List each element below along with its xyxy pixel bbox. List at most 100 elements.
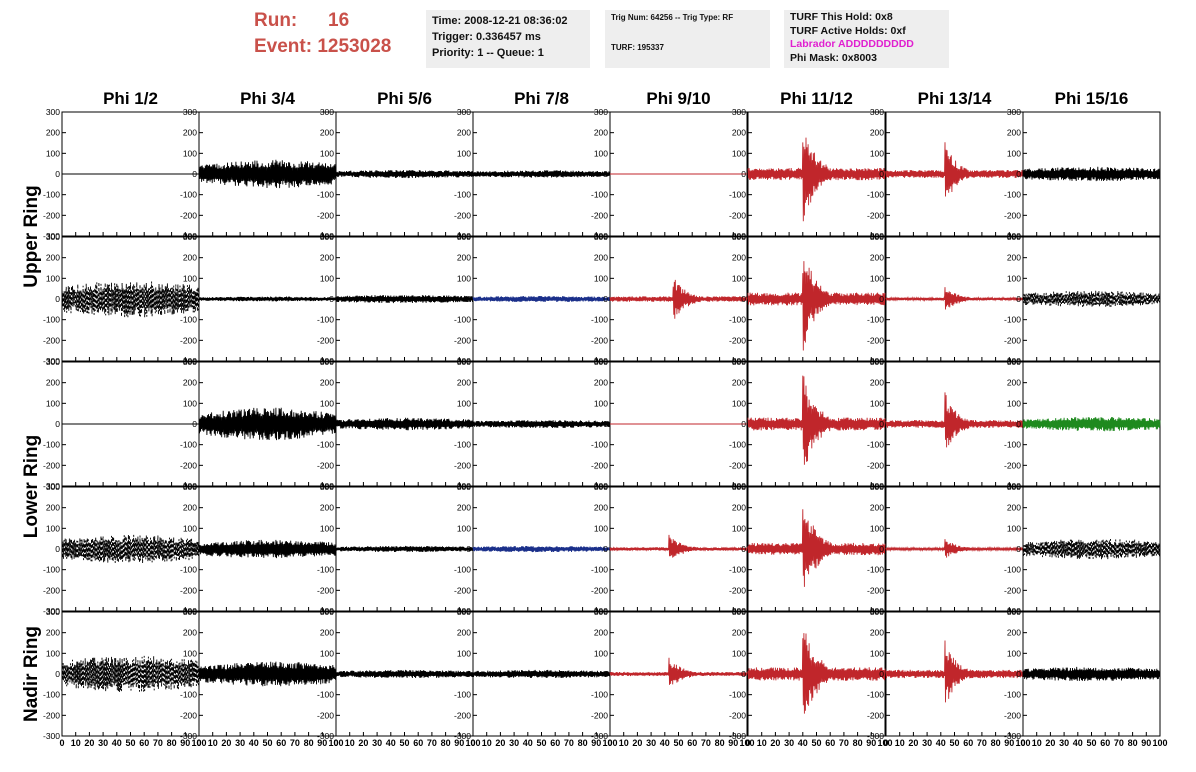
xtick-label-7-5: 50 <box>1086 738 1096 748</box>
ytick-label-3-1-3: 0 <box>192 544 197 554</box>
ytick-label-0-1-3: 0 <box>192 169 197 179</box>
waveform-0-6 <box>885 142 1024 197</box>
ytick-label-2-6-2: 100 <box>870 398 884 408</box>
ytick-label-3-1-0: 300 <box>183 482 197 492</box>
ytick-label-3-0-4: -100 <box>43 565 60 575</box>
ytick-label-0-5-1: 200 <box>732 128 746 138</box>
ytick-label-4-1-1: 200 <box>183 628 197 638</box>
ytick-label-4-1-3: 0 <box>192 669 197 679</box>
ytick-label-1-1-4: -100 <box>180 315 197 325</box>
ytick-label-3-2-5: -200 <box>317 585 334 595</box>
waveform-1-3 <box>472 295 611 302</box>
xtick-label-5-6: 60 <box>825 738 835 748</box>
ytick-label-3-2-3: 0 <box>329 544 334 554</box>
ytick-label-2-2-1: 200 <box>320 378 334 388</box>
waveform-0-5 <box>747 137 886 222</box>
ytick-label-2-2-5: -200 <box>317 460 334 470</box>
ytick-label-1-7-4: -100 <box>1004 315 1021 325</box>
xtick-label-2-4: 40 <box>386 738 396 748</box>
ytick-label-2-7-4: -100 <box>1004 440 1021 450</box>
xtick-label-3-6: 60 <box>550 738 560 748</box>
xtick-label-4-9: 90 <box>728 738 738 748</box>
column-header-4: Phi 9/10 <box>646 89 710 108</box>
column-header-6: Phi 13/14 <box>918 89 992 108</box>
ytick-label-4-3-1: 200 <box>457 628 471 638</box>
ytick-label-3-0-3: 0 <box>55 544 60 554</box>
ytick-label-0-3-2: 100 <box>457 148 471 158</box>
run-line: Run: 16 <box>254 8 414 34</box>
xtick-label-7-0: 0 <box>1020 738 1025 748</box>
ytick-label-2-1-1: 200 <box>183 378 197 388</box>
run-value: 16 <box>328 10 350 31</box>
ytick-label-2-7-2: 100 <box>1007 398 1021 408</box>
xtick-label-3-7: 70 <box>564 738 574 748</box>
ytick-label-0-5-6: -300 <box>729 231 746 241</box>
ytick-label-4-2-4: -100 <box>317 690 334 700</box>
ytick-label-1-6-5: -200 <box>867 335 884 345</box>
xtick-label-2-3: 30 <box>372 738 382 748</box>
xtick-label-6-1: 10 <box>895 738 905 748</box>
ytick-label-3-7-0: 300 <box>1007 482 1021 492</box>
ytick-label-3-7-5: -200 <box>1004 585 1021 595</box>
ytick-label-1-3-0: 300 <box>457 232 471 242</box>
ytick-label-1-2-0: 300 <box>320 232 334 242</box>
ytick-label-4-2-3: 0 <box>329 669 334 679</box>
ytick-label-3-7-1: 200 <box>1007 503 1021 513</box>
ytick-label-2-4-3: 0 <box>603 419 608 429</box>
xtick-label-1-4: 40 <box>249 738 259 748</box>
ytick-label-3-7-2: 100 <box>1007 523 1021 533</box>
xtick-label-4-2: 20 <box>632 738 642 748</box>
ytick-label-1-0-5: -200 <box>43 335 60 345</box>
ytick-label-2-4-6: -300 <box>591 481 608 491</box>
ytick-label-4-4-2: 100 <box>594 648 608 658</box>
ytick-label-4-0-5: -200 <box>43 710 60 720</box>
ytick-label-0-0-4: -100 <box>43 190 60 200</box>
xtick-label-4-7: 70 <box>701 738 711 748</box>
ytick-label-4-6-0: 300 <box>870 607 884 617</box>
event-label: Event: <box>254 36 313 57</box>
ytick-label-2-7-5: -200 <box>1004 460 1021 470</box>
xtick-label-3-3: 30 <box>509 738 519 748</box>
xtick-label-5-7: 70 <box>839 738 849 748</box>
xtick-label-4-10: 100 <box>739 738 754 748</box>
ytick-label-3-1-5: -200 <box>180 585 197 595</box>
xtick-label-0-2: 20 <box>84 738 94 748</box>
ytick-label-0-7-6: -300 <box>1004 231 1021 241</box>
ytick-label-4-3-3: 0 <box>466 669 471 679</box>
ytick-label-3-5-4: -100 <box>729 565 746 575</box>
ytick-label-1-5-0: 300 <box>732 232 746 242</box>
ytick-label-2-0-0: 300 <box>46 357 60 367</box>
ytick-label-1-0-3: 0 <box>55 294 60 304</box>
ytick-label-1-6-1: 200 <box>870 253 884 263</box>
xtick-label-7-2: 20 <box>1045 738 1055 748</box>
ytick-label-0-0-3: 0 <box>55 169 60 179</box>
waveform-0-2 <box>335 169 474 179</box>
ytick-label-1-1-6: -300 <box>180 356 197 366</box>
ytick-label-2-3-3: 0 <box>466 419 471 429</box>
ytick-label-3-0-6: -300 <box>43 606 60 616</box>
waveform-3-3 <box>472 545 611 553</box>
waveform-4-6 <box>885 640 1024 703</box>
ytick-label-0-0-0: 300 <box>46 107 60 117</box>
ytick-label-4-7-6: -300 <box>1004 731 1021 741</box>
ytick-label-3-7-3: 0 <box>1016 544 1021 554</box>
ytick-label-4-6-2: 100 <box>870 648 884 658</box>
ytick-label-1-2-1: 200 <box>320 253 334 263</box>
ytick-label-2-4-5: -200 <box>591 460 608 470</box>
xtick-label-0-0: 0 <box>59 738 64 748</box>
ytick-label-3-3-5: -200 <box>454 585 471 595</box>
ytick-label-1-5-4: -100 <box>729 315 746 325</box>
ytick-label-2-3-6: -300 <box>454 481 471 491</box>
column-header-7: Phi 15/16 <box>1055 89 1129 108</box>
ytick-label-0-7-1: 200 <box>1007 128 1021 138</box>
ytick-label-1-7-3: 0 <box>1016 294 1021 304</box>
ytick-label-2-1-6: -300 <box>180 481 197 491</box>
xtick-label-0-6: 60 <box>139 738 149 748</box>
waveform-3-7 <box>1022 538 1161 560</box>
ytick-label-1-6-0: 300 <box>870 232 884 242</box>
phi-mask-text: Phi Mask: 0x8003 <box>790 51 877 64</box>
ytick-label-3-4-6: -300 <box>591 606 608 616</box>
ytick-label-4-1-5: -200 <box>180 710 197 720</box>
run-event-box: Run: 16 Event: 1253028 <box>254 8 414 60</box>
xtick-label-3-10: 100 <box>602 738 617 748</box>
